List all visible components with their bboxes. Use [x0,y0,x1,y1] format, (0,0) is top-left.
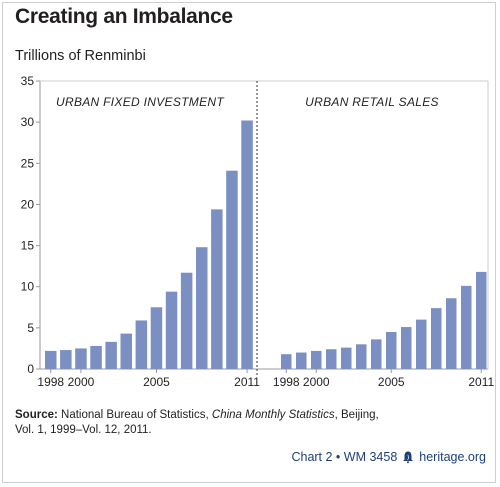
source-label: Source: [15,409,58,421]
bar-1998 [45,350,57,369]
x-tick-label: 2005 [378,375,405,389]
bar-2004 [135,320,148,369]
y-tick-label: 20 [21,197,35,211]
liberty-bell-icon [403,451,414,464]
bar-1998 [281,354,292,369]
panel-title: URBAN FIXED INVESTMENT [56,95,225,109]
chart-reference: Chart 2 • WM 3458 [291,450,398,464]
bar-2010 [226,170,238,369]
bar-2009 [211,209,223,369]
y-tick-label: 30 [21,115,35,129]
bar-1999 [296,352,307,369]
bar-2007 [416,319,427,369]
x-tick-label: 2000 [303,375,330,389]
chart-credit: Chart 2 • WM 3458 heritage.org [291,450,486,464]
y-tick-label: 35 [21,74,35,88]
bar-2000 [75,348,87,369]
bar-2001 [90,345,102,369]
y-tick-label: 15 [21,239,35,253]
x-tick-label: 2000 [68,375,95,389]
bar-2002 [105,341,117,369]
x-tick-label: 2005 [143,375,170,389]
chart-frame [2,2,496,483]
bar-2005 [150,307,163,369]
bar-2004 [371,339,382,369]
bar-2003 [120,333,132,369]
site-link[interactable]: heritage.org [419,450,486,464]
y-tick-label: 0 [27,362,34,376]
source-text: National Bureau of Statistics, [57,409,212,421]
bar-2005 [386,331,397,369]
bar-2010 [461,285,472,369]
bar-2002 [341,347,352,369]
x-tick-label: 2011 [234,375,260,389]
bar-2007 [180,272,193,369]
bar-2003 [356,344,367,369]
source-publication: China Monthly Statistics [211,409,335,421]
panel-title: URBAN RETAIL SALES [305,95,439,109]
bar-2009 [446,298,457,369]
y-tick-label: 25 [21,156,35,170]
x-tick-label: 1998 [273,375,300,389]
bar-2011 [476,271,487,369]
source-volume: Vol. 1, 1999–Vol. 12, 2011. [15,424,152,436]
bar-2006 [165,291,178,369]
bar-2011 [241,120,253,369]
y-tick-label: 5 [27,321,34,335]
bar-2000 [311,350,322,369]
bar-2006 [401,327,412,369]
x-tick-label: 2011 [468,375,494,389]
bar-2001 [326,349,337,369]
bar-2008 [196,247,208,369]
source-note: Source: National Bureau of Statistics, C… [15,408,485,438]
y-axis-unit-label: Trillions of Renminbi [15,48,146,64]
y-tick-label: 10 [21,280,35,294]
bar-1999 [60,350,72,369]
bar-2008 [431,308,442,369]
chart-title: Creating an Imbalance [15,5,233,28]
x-tick-label: 1998 [37,375,64,389]
source-text-2: , Beijing, [334,409,379,421]
